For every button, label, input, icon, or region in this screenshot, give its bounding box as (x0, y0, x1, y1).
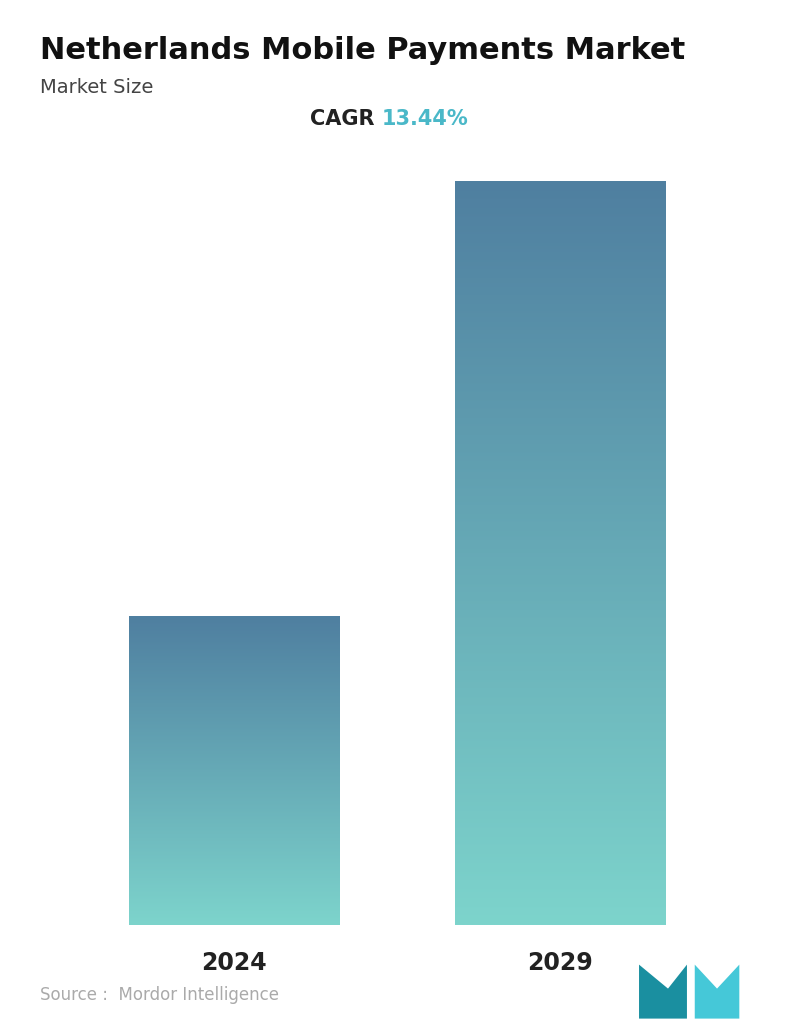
Text: CAGR: CAGR (310, 109, 382, 129)
Text: 2024: 2024 (201, 951, 267, 975)
Polygon shape (639, 965, 687, 1018)
Text: 13.44%: 13.44% (382, 109, 469, 129)
Text: Netherlands Mobile Payments Market: Netherlands Mobile Payments Market (40, 36, 685, 65)
Text: Market Size: Market Size (40, 78, 153, 96)
Polygon shape (695, 965, 739, 1018)
Text: 2029: 2029 (527, 951, 593, 975)
Text: Source :  Mordor Intelligence: Source : Mordor Intelligence (40, 985, 279, 1004)
